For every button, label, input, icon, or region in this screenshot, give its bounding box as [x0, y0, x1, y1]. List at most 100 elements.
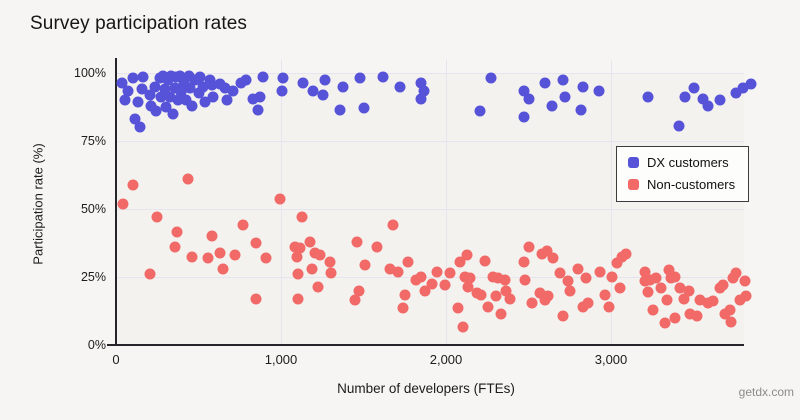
data-point	[444, 267, 456, 279]
data-point	[650, 272, 662, 284]
data-point	[542, 290, 554, 302]
data-point	[580, 272, 592, 284]
data-point	[655, 282, 667, 294]
data-point	[151, 211, 163, 223]
data-point	[240, 74, 252, 86]
data-point	[611, 257, 623, 269]
data-point	[206, 79, 218, 91]
data-point	[719, 308, 731, 320]
data-point	[554, 267, 566, 279]
data-point	[415, 77, 427, 89]
data-point	[688, 82, 699, 94]
data-point	[402, 256, 414, 268]
data-point	[663, 264, 675, 276]
data-point	[274, 193, 286, 205]
data-point	[127, 72, 139, 84]
data-point	[314, 249, 326, 261]
x-tick-label: 2,000	[429, 352, 463, 367]
data-point	[276, 85, 288, 97]
data-point	[546, 100, 558, 112]
data-point	[415, 271, 427, 283]
data-point	[745, 78, 757, 90]
data-point	[462, 281, 474, 293]
data-point	[485, 72, 497, 84]
data-point	[557, 74, 569, 86]
data-point	[197, 81, 209, 93]
data-point	[353, 285, 365, 297]
data-point	[149, 81, 161, 93]
data-point	[669, 271, 681, 283]
data-point	[457, 321, 469, 333]
data-point	[175, 86, 187, 98]
data-point	[183, 70, 195, 82]
data-point	[647, 304, 659, 316]
data-point	[740, 290, 752, 302]
data-point	[227, 85, 239, 97]
data-point	[247, 93, 259, 105]
data-point	[250, 237, 262, 249]
data-point	[415, 93, 427, 105]
data-point	[541, 245, 553, 257]
data-point	[351, 236, 363, 248]
data-point	[306, 263, 318, 275]
data-point	[644, 274, 656, 286]
data-point	[717, 279, 729, 291]
data-point	[159, 83, 171, 95]
data-point	[639, 266, 651, 278]
legend-swatch-icon	[628, 157, 639, 168]
data-point	[418, 85, 430, 97]
x-axis-title: Number of developers (FTEs)	[337, 381, 515, 396]
data-point	[359, 259, 371, 271]
data-point	[371, 241, 383, 253]
data-point	[334, 104, 346, 116]
data-point	[454, 256, 466, 268]
data-point	[479, 255, 491, 267]
data-point	[482, 301, 494, 313]
data-point	[292, 268, 304, 280]
data-point	[180, 94, 192, 106]
data-point	[296, 211, 308, 223]
data-point	[684, 308, 696, 320]
data-point	[518, 85, 530, 97]
data-point	[724, 304, 736, 316]
data-point	[679, 91, 691, 103]
data-point	[683, 285, 695, 297]
data-point	[499, 274, 511, 286]
data-point	[518, 256, 530, 268]
data-point	[257, 71, 269, 83]
data-point	[312, 281, 324, 293]
data-point	[229, 249, 241, 261]
x-tick-label: 0	[112, 352, 120, 367]
data-point	[277, 72, 289, 84]
data-point	[661, 294, 673, 306]
data-point	[186, 100, 198, 112]
data-point	[577, 301, 589, 313]
data-point	[730, 267, 742, 279]
data-point	[337, 81, 349, 93]
x-axis-line	[107, 344, 744, 346]
data-point	[593, 85, 605, 97]
y-axis-title: Participation rate (%)	[30, 143, 46, 265]
data-point	[304, 236, 316, 248]
data-point	[134, 121, 146, 133]
data-point	[297, 77, 309, 89]
data-point	[117, 198, 129, 210]
data-point	[737, 82, 749, 94]
data-point	[160, 101, 172, 113]
data-point	[490, 290, 502, 302]
data-point	[707, 295, 719, 307]
data-point	[169, 82, 181, 94]
data-point	[725, 316, 737, 328]
legend: DX customers Non-customers	[616, 146, 750, 202]
data-point	[523, 93, 534, 105]
data-point	[194, 71, 206, 83]
data-point	[155, 91, 167, 103]
legend-item: Non-customers	[628, 177, 735, 192]
horizontal-gridline	[116, 209, 744, 210]
legend-label: DX customers	[647, 155, 729, 170]
data-point	[217, 263, 229, 275]
data-point	[150, 105, 162, 117]
legend-label: Non-customers	[647, 177, 736, 192]
data-point	[678, 293, 690, 305]
chart-title: Survey participation rates	[30, 13, 247, 34]
